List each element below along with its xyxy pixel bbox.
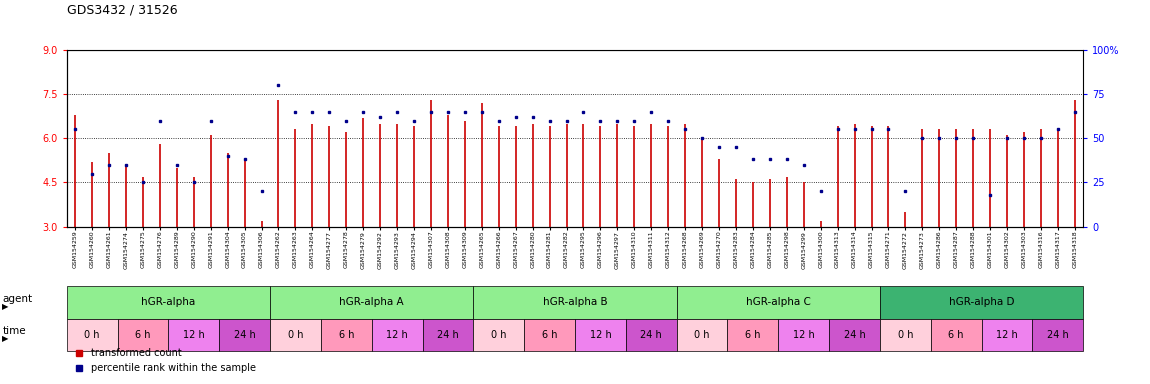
Text: 6 h: 6 h	[949, 330, 964, 340]
Text: ▶: ▶	[2, 302, 9, 311]
Text: 0 h: 0 h	[695, 330, 710, 340]
Text: 12 h: 12 h	[590, 330, 612, 340]
Legend: transformed count, percentile rank within the sample: transformed count, percentile rank withi…	[71, 344, 260, 377]
Text: 24 h: 24 h	[641, 330, 662, 340]
Text: 0 h: 0 h	[898, 330, 913, 340]
Text: 0 h: 0 h	[84, 330, 100, 340]
Text: 12 h: 12 h	[386, 330, 408, 340]
Text: 0 h: 0 h	[288, 330, 304, 340]
Text: hGR-alpha D: hGR-alpha D	[949, 297, 1014, 308]
Text: ▶: ▶	[2, 334, 9, 343]
Text: hGR-alpha B: hGR-alpha B	[543, 297, 607, 308]
Text: time: time	[2, 326, 26, 336]
Text: 12 h: 12 h	[996, 330, 1018, 340]
Text: 6 h: 6 h	[542, 330, 558, 340]
Text: 24 h: 24 h	[233, 330, 255, 340]
Text: 6 h: 6 h	[136, 330, 151, 340]
Text: 24 h: 24 h	[1046, 330, 1068, 340]
Text: 0 h: 0 h	[491, 330, 506, 340]
Text: hGR-alpha A: hGR-alpha A	[339, 297, 404, 308]
Text: 6 h: 6 h	[745, 330, 760, 340]
Text: 12 h: 12 h	[792, 330, 814, 340]
Text: hGR-alpha: hGR-alpha	[141, 297, 196, 308]
Text: agent: agent	[2, 293, 32, 304]
Text: GDS3432 / 31526: GDS3432 / 31526	[67, 4, 177, 17]
Text: 6 h: 6 h	[338, 330, 354, 340]
Text: 24 h: 24 h	[844, 330, 866, 340]
Text: 24 h: 24 h	[437, 330, 459, 340]
Text: hGR-alpha C: hGR-alpha C	[746, 297, 811, 308]
Text: 12 h: 12 h	[183, 330, 205, 340]
